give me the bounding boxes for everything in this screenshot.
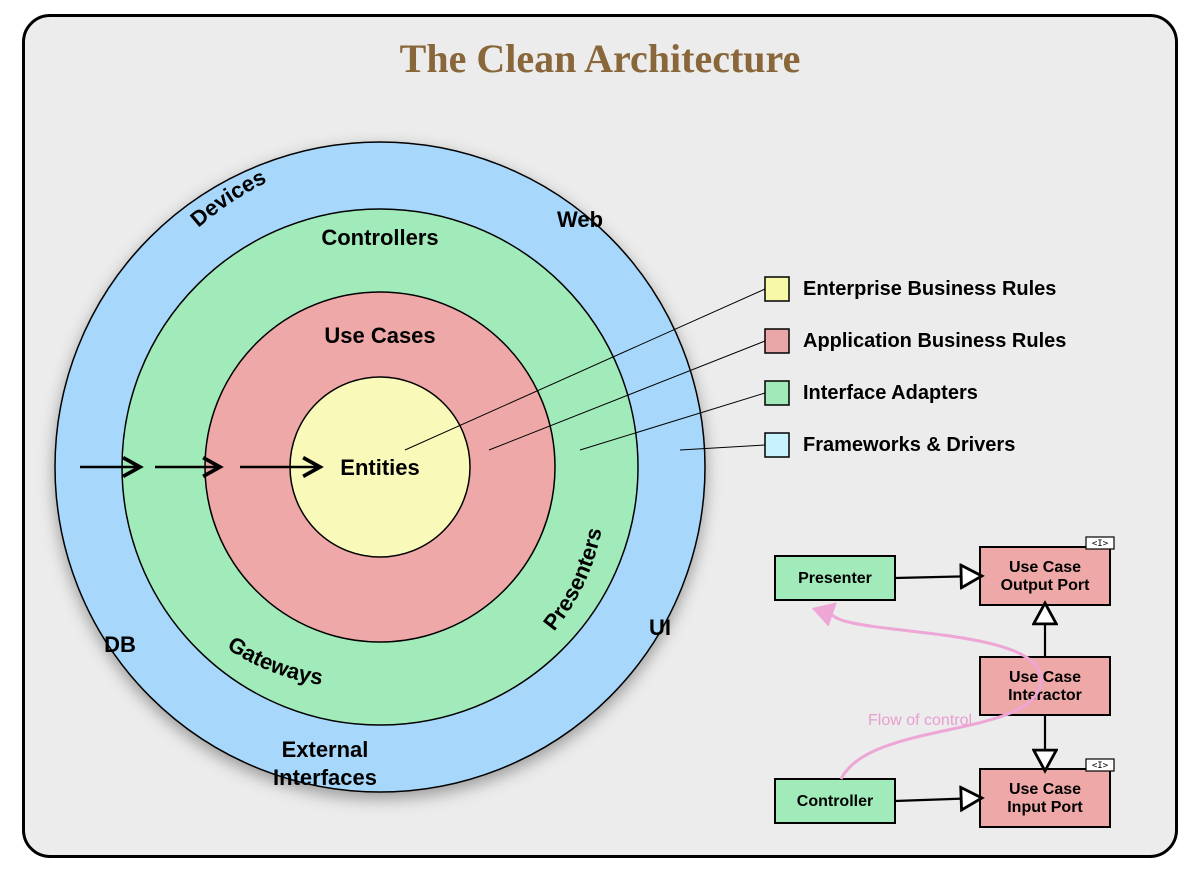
svg-text:<I>: <I> (1092, 761, 1109, 771)
diagram-frame: The Clean Architecture Entities Use Case… (22, 14, 1178, 858)
legend-label-3: Frameworks & Drivers (803, 434, 1015, 456)
external-label-2: Interfaces (273, 765, 377, 790)
external-label-1: External (282, 737, 369, 762)
diagram-svg: Entities Use Cases Controllers Gateways … (25, 17, 1181, 861)
db-label: DB (104, 632, 136, 657)
svg-text:Interactor: Interactor (1008, 687, 1082, 704)
svg-text:Presenter: Presenter (798, 570, 872, 587)
svg-text:<I>: <I> (1092, 539, 1109, 549)
flow-arrow (895, 576, 980, 578)
controllers-label: Controllers (321, 225, 438, 250)
legend-swatch-0 (765, 277, 789, 301)
svg-text:Input Port: Input Port (1007, 799, 1083, 816)
legend-label-1: Application Business Rules (803, 330, 1066, 352)
flow-arrow (895, 798, 980, 801)
usecases-label: Use Cases (324, 323, 435, 348)
flow-box-input: <I> Use CaseInput Port (980, 759, 1114, 827)
svg-text:Use Case: Use Case (1009, 669, 1081, 686)
legend-swatch-3 (765, 433, 789, 457)
svg-text:Use Case: Use Case (1009, 559, 1081, 576)
svg-text:Use Case: Use Case (1009, 781, 1081, 798)
legend-label-0: Enterprise Business Rules (803, 278, 1056, 300)
flow-caption: Flow of control (868, 712, 972, 729)
legend-label-2: Interface Adapters (803, 382, 978, 404)
web-label: Web (557, 207, 603, 232)
flow-box-controller: Controller (775, 779, 895, 823)
svg-text:Output Port: Output Port (1001, 577, 1091, 594)
ui-label: UI (649, 615, 671, 640)
flow-box-presenter: Presenter (775, 556, 895, 600)
flow-box-interactor: Use CaseInteractor (980, 657, 1110, 715)
flow-diagram: PresenterController<I>Use CaseOutput Por… (775, 537, 1114, 827)
entities-label: Entities (340, 455, 419, 480)
svg-text:Controller: Controller (797, 793, 873, 810)
legend-swatch-1 (765, 329, 789, 353)
flow-box-output: <I> Use CaseOutput Port (980, 537, 1114, 605)
legend-swatch-2 (765, 381, 789, 405)
